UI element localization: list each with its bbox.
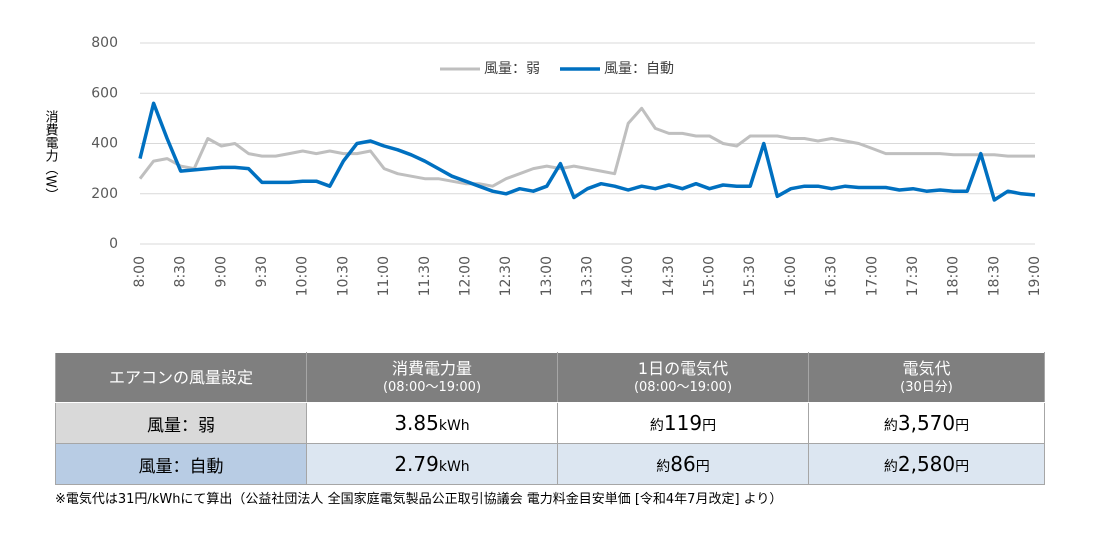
x-tick-label: 12:00: [457, 256, 473, 296]
header-row: エアコンの風量設定 消費電力量 (08:00～19:00) 1日の電気代 (08:0…: [55, 352, 1045, 403]
x-tick-label: 9:00: [213, 256, 229, 287]
row: 風量：弱 3.85kWh 約119円 約3,570円: [55, 402, 1045, 444]
cell-number: 2,580: [897, 452, 956, 476]
header-cell: 消費電力量 (08:00～19:00): [306, 352, 558, 403]
series-line: [138, 101, 1036, 202]
x-tick-label: 10:00: [295, 256, 311, 296]
cell-prefix: 約: [883, 459, 898, 475]
x-tick-label: 8:00: [132, 256, 148, 287]
series-line: [138, 106, 1035, 188]
y-axis-label: 消費電力（W）: [43, 110, 59, 201]
cell-number: 86: [670, 452, 696, 476]
cell: 2.79kWh: [306, 443, 558, 485]
x-tick-label: 9:30: [254, 256, 270, 287]
legend-label: 風量：弱: [484, 61, 540, 77]
cell: 3.85kWh: [306, 402, 558, 444]
cell-unit: 円: [955, 418, 970, 434]
x-tick-label: 16:30: [824, 256, 840, 296]
cell-unit: 円: [702, 418, 717, 434]
cell-unit: 円: [695, 459, 710, 475]
header-sub: (08:00～19:00): [633, 379, 733, 395]
x-tick-label: 12:30: [498, 256, 514, 296]
x-tick-label: 11:30: [417, 256, 433, 296]
cell: 約2,580円: [808, 443, 1045, 485]
row-label: 風量：弱: [55, 402, 307, 444]
header-cell: 1日の電気代 (08:00～19:00): [557, 352, 809, 403]
row-label: 風量：自動: [55, 443, 307, 485]
cell: 約119円: [557, 402, 809, 444]
header-sub: (08:00～19:00): [382, 379, 482, 395]
cell-number: 119: [663, 411, 703, 435]
header-cell: 電気代 (30日分): [808, 352, 1045, 403]
x-tick-label: 18:00: [946, 256, 962, 296]
row: 風量：自動 2.79kWh 約86円 約2,580円: [55, 443, 1045, 485]
x-tick-label: 17:00: [864, 256, 880, 296]
y-tick-label: 0: [109, 236, 118, 252]
legend-label: 風量：自動: [604, 61, 674, 77]
x-tick-label: 15:30: [742, 256, 758, 296]
x-tick-label: 16:00: [783, 256, 799, 296]
header-sub: (30日分): [900, 379, 953, 395]
cell-unit: kWh: [438, 459, 470, 475]
cell-number: 3.85: [394, 411, 439, 435]
x-tick-label: 19:00: [1027, 256, 1043, 296]
cell-prefix: 約: [883, 418, 898, 434]
x-tick-label: 10:30: [335, 256, 351, 296]
x-tick-label: 18:30: [986, 256, 1002, 296]
summary-table: エアコンの風量設定 消費電力量 (08:00～19:00) 1日の電気代 (08:0…: [55, 352, 1045, 485]
cell-prefix: 約: [656, 459, 671, 475]
x-tick-label: 15:00: [702, 256, 718, 296]
y-tick-label: 800: [91, 35, 118, 51]
x-tick-label: 14:00: [620, 256, 636, 296]
x-tick-label: 17:30: [905, 256, 921, 296]
row-label-text: 風量：自動: [138, 456, 224, 477]
x-tick-label: 13:30: [580, 256, 596, 296]
header-text: 電気代: [902, 358, 951, 378]
cell-number: 3,570: [897, 411, 956, 435]
header-text: 1日の電気代: [637, 358, 729, 378]
cell-number: 2.79: [394, 452, 439, 476]
x-tick-label: 8:30: [173, 256, 189, 287]
chart: 消費電力（W） 0 200 400 600 800 8:00 8:30 9:00 9:30 10:…: [43, 35, 1044, 296]
cell-unit: kWh: [438, 418, 470, 434]
y-tick-label: 600: [91, 85, 118, 101]
row-label-text: 風量：弱: [147, 415, 215, 436]
header-text: エアコンの風量設定: [108, 368, 253, 387]
y-tick-label: 200: [91, 186, 118, 202]
x-tick-label: 13:00: [539, 256, 555, 296]
header-text: 消費電力量: [391, 358, 472, 378]
x-tick-label: 11:00: [376, 256, 392, 296]
cell: 約86円: [557, 443, 809, 485]
cell-unit: 円: [955, 459, 970, 475]
y-tick-label: 400: [91, 136, 118, 152]
header-cell: エアコンの風量設定: [55, 352, 307, 403]
cell: 約3,570円: [808, 402, 1045, 444]
footnote: ※電気代は31円/kWhにて算出（公益社団法人 全国家庭電気製品公正取引協議会 …: [55, 492, 783, 507]
cell-prefix: 約: [649, 418, 664, 434]
x-tick-label: 14:30: [661, 256, 677, 296]
